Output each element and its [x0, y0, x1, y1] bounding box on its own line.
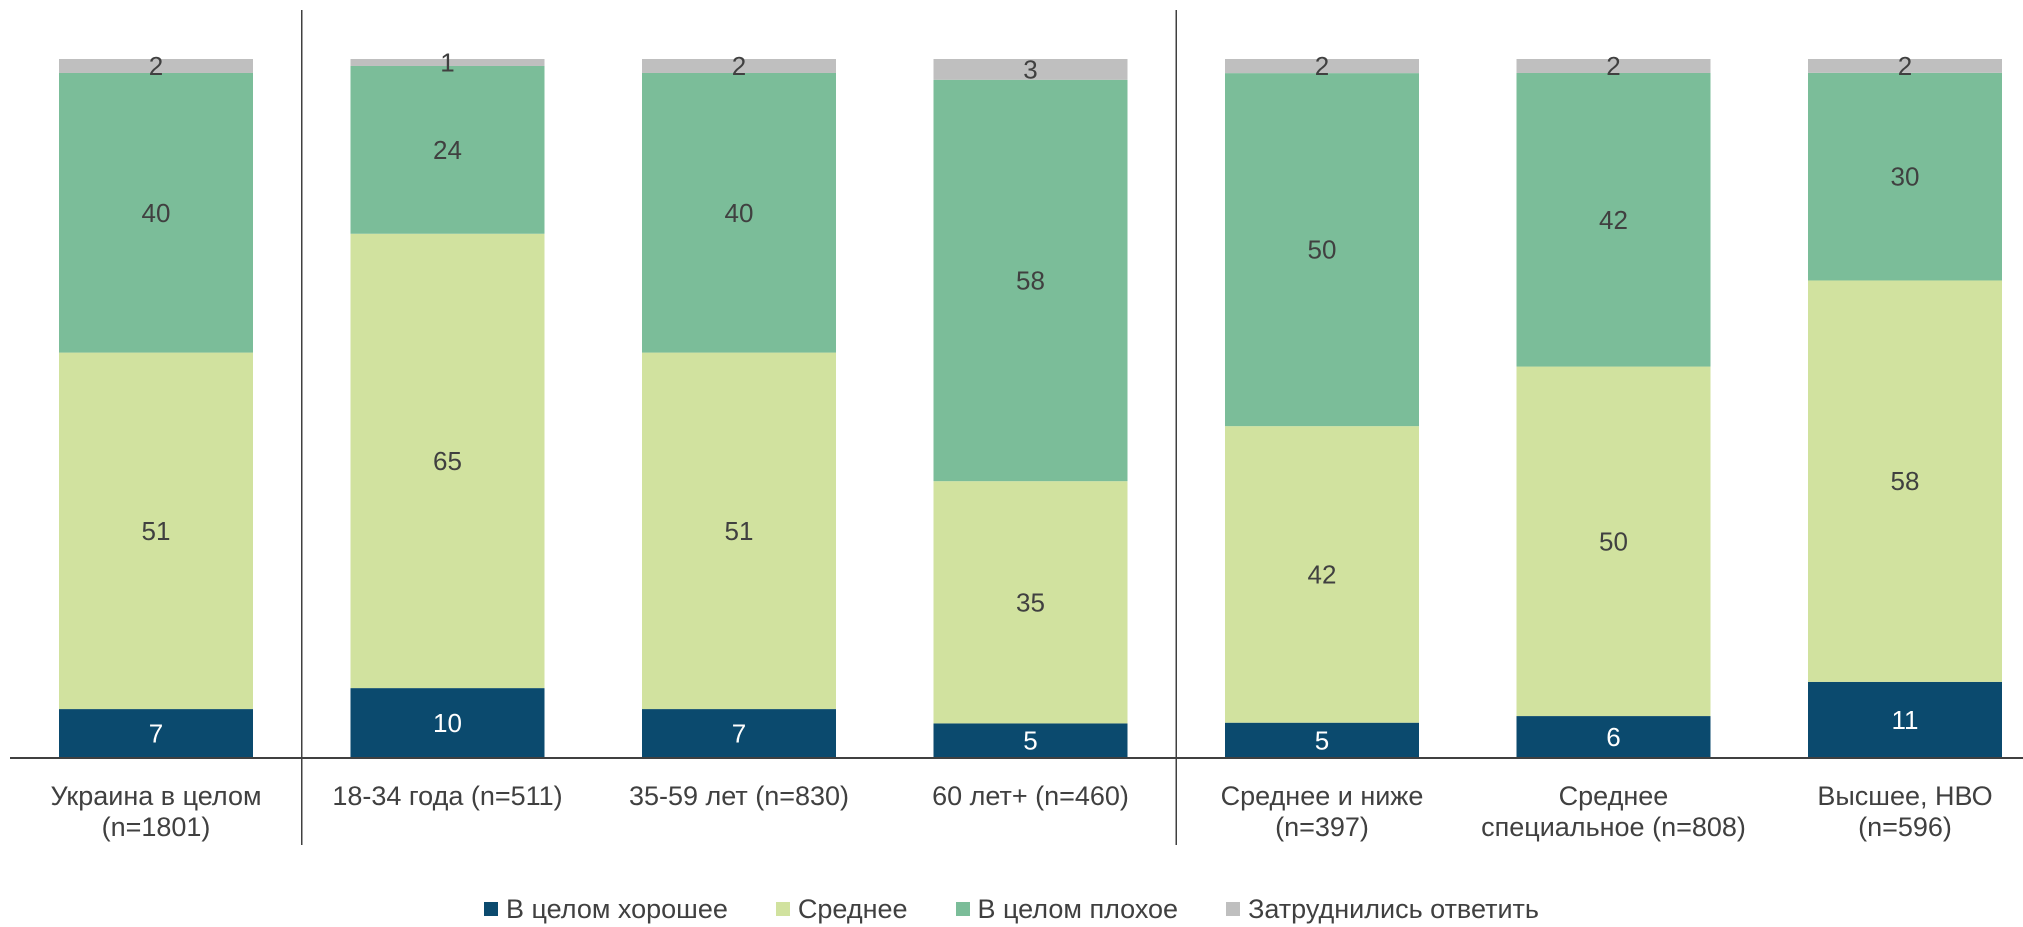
data-label: 58 — [1891, 466, 1920, 496]
bar-segment — [1225, 426, 1419, 723]
legend-label: В целом плохое — [977, 893, 1179, 924]
legend-item: Затруднились ответить — [1226, 894, 1539, 925]
data-label: 7 — [732, 719, 746, 749]
bar-segment — [59, 709, 253, 758]
data-label: 35 — [1016, 587, 1045, 617]
data-label: 42 — [1308, 559, 1337, 589]
data-label: 1 — [440, 47, 454, 77]
legend-swatch — [1226, 902, 1241, 916]
legend-swatch — [484, 902, 498, 916]
bar-segment — [1516, 59, 1711, 73]
bar-segment — [933, 59, 1128, 80]
category-label: Среднее и ниже — [1221, 781, 1424, 811]
category-label: (n=1801) — [102, 812, 211, 842]
bar-segment — [1516, 72, 1711, 367]
data-label: 2 — [1606, 51, 1620, 81]
data-label: 11 — [1892, 705, 1919, 735]
data-label: 24 — [433, 135, 462, 165]
legend-label: Среднее — [797, 893, 908, 924]
legend-item: Среднее — [775, 893, 908, 925]
category-label: Среднее — [1559, 781, 1669, 811]
data-label: 2 — [1315, 51, 1329, 81]
bar-segment — [1808, 280, 2002, 682]
bar-segment — [59, 352, 253, 710]
category-label: 60 лет+ (n=460) — [932, 781, 1129, 811]
data-label: 2 — [732, 51, 746, 81]
bar-segment — [1808, 59, 2002, 73]
legend-label: Затруднились ответить — [1248, 893, 1539, 924]
data-label: 58 — [1016, 265, 1045, 295]
category-label: Высшее, НВО — [1817, 781, 1992, 811]
bar-segment — [1225, 59, 1419, 74]
bar-segment — [350, 233, 545, 689]
data-label: 2 — [1898, 51, 1912, 81]
legend-label: В целом хорошее — [506, 893, 728, 924]
data-label: 7 — [149, 719, 163, 749]
data-label: 2 — [149, 51, 163, 81]
bar-segment — [350, 65, 545, 234]
legend-item: В целом плохое — [955, 893, 1179, 925]
data-label: 5 — [1315, 725, 1329, 755]
category-label: Украина в целом — [50, 781, 261, 811]
bar-segment — [59, 59, 253, 73]
data-label: 40 — [142, 198, 171, 228]
data-label: 50 — [1599, 526, 1628, 556]
bar-segment — [642, 709, 836, 758]
data-label: 30 — [1891, 162, 1920, 192]
legend-item: В целом хорошее — [484, 894, 728, 925]
data-label: 10 — [433, 708, 462, 738]
bar-segment — [1225, 722, 1419, 758]
bar-segment — [933, 723, 1128, 758]
bar-segment — [59, 72, 253, 353]
bar-segment — [642, 352, 836, 710]
legend-swatch — [955, 902, 970, 916]
category-label: (n=596) — [1858, 812, 1952, 842]
data-label: 3 — [1023, 54, 1037, 84]
category-label: 35-59 лет (n=830) — [629, 781, 849, 811]
data-label: 65 — [433, 446, 462, 476]
data-label: 5 — [1023, 726, 1037, 756]
data-label: 40 — [725, 198, 754, 228]
bar-segment — [642, 59, 836, 73]
bar-segment — [1516, 366, 1711, 717]
bar-segment — [1225, 73, 1419, 427]
bar-segment — [1516, 716, 1711, 758]
category-label: специальное (n=808) — [1481, 812, 1746, 842]
data-label: 6 — [1606, 722, 1620, 752]
category-label: 18-34 года (n=511) — [332, 781, 562, 811]
bar-segment — [642, 72, 836, 353]
category-label: (n=397) — [1275, 812, 1369, 842]
chart-legend: В целом хорошее Среднее В целом плохое Затр… — [0, 893, 2023, 925]
bar-segment — [1808, 72, 2002, 281]
data-label: 51 — [142, 516, 171, 546]
bar-segment — [933, 79, 1128, 482]
bar-segment — [350, 688, 545, 758]
data-label: 51 — [725, 516, 754, 546]
bar-segment — [350, 59, 545, 66]
data-label: 42 — [1599, 205, 1628, 235]
legend-swatch — [775, 902, 790, 916]
data-label: 50 — [1308, 235, 1337, 265]
bar-segment — [933, 481, 1128, 724]
bar-segment — [1808, 681, 2002, 758]
